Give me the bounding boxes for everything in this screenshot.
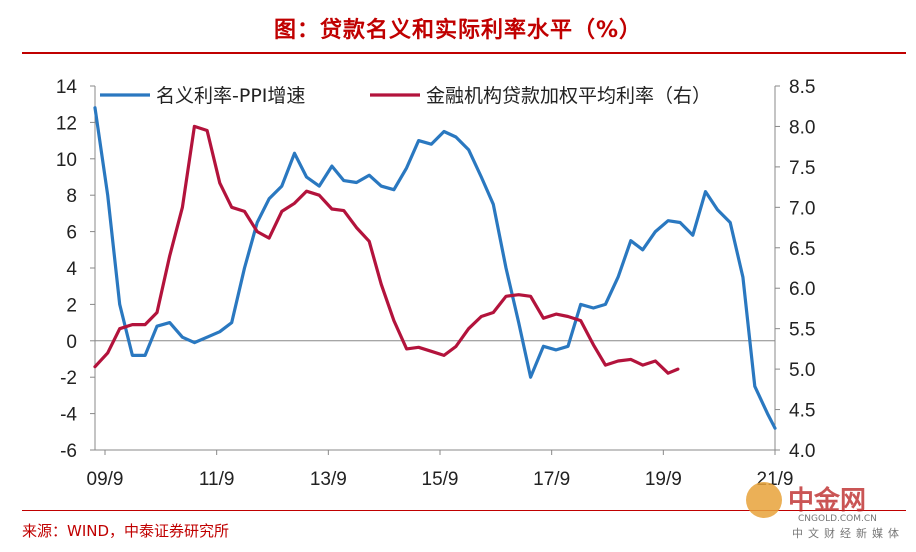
x-tick-label: 09/9 — [87, 469, 124, 490]
source-note: 来源：WIND，中泰证券研究所 — [22, 522, 230, 540]
x-tick-label: 17/9 — [533, 469, 570, 490]
left-tick-label: 14 — [56, 77, 78, 98]
left-tick-label: 12 — [56, 113, 77, 134]
right-tick-label: 4.0 — [789, 441, 815, 462]
x-tick-label: 15/9 — [422, 469, 459, 490]
right-tick-label: 7.0 — [789, 198, 815, 219]
left-tick-label: -4 — [60, 405, 77, 426]
series-layer — [93, 106, 777, 430]
series-nominal-rate-line — [93, 106, 777, 430]
left-tick-label: 0 — [66, 332, 77, 353]
right-tick-label: 6.0 — [789, 279, 815, 300]
x-tick-label: 19/9 — [645, 469, 682, 490]
watermark-brand: 中金网 — [788, 486, 867, 516]
watermark-logo-icon — [746, 482, 782, 518]
legend: 名义利率-PPI增速 金融机构贷款加权平均利率（右） — [100, 85, 711, 107]
title-divider — [22, 52, 906, 54]
footer-divider — [22, 510, 906, 511]
legend-label: 金融机构贷款加权平均利率（右） — [426, 85, 711, 107]
line-chart: -6 -4 -2 0 2 4 6 8 10 12 14 4.0 4.5 5.0 5.5 6.0 6.5 7.0 7… — [56, 77, 816, 490]
chart-title: 图：贷款名义和实际利率水平（%） — [273, 18, 643, 43]
series-lending-rate-line — [93, 124, 680, 375]
right-tick-label: 7.5 — [789, 158, 815, 179]
x-tick-label: 11/9 — [199, 469, 235, 490]
left-tick-label: 6 — [66, 223, 77, 244]
right-tick-label: 4.5 — [789, 401, 815, 422]
x-axis: 09/9 11/9 13/9 15/9 17/9 19/9 21/9 — [87, 449, 793, 490]
right-tick-label: 8.5 — [789, 77, 815, 98]
watermark-subtitle: 中文财经新媒体 — [792, 527, 904, 540]
x-tick-label: 13/9 — [310, 469, 347, 490]
left-tick-label: 4 — [66, 259, 77, 280]
left-tick-label: -2 — [60, 368, 77, 389]
left-tick-label: 8 — [66, 186, 77, 207]
right-tick-label: 6.5 — [789, 239, 815, 260]
left-tick-label: 10 — [56, 150, 77, 171]
left-tick-label: -6 — [60, 441, 77, 462]
watermark-url: CNGOLD.COM.CN — [798, 514, 877, 524]
watermark: 中金网 CNGOLD.COM.CN 中文财经新媒体 — [746, 480, 906, 540]
left-tick-label: 2 — [66, 295, 77, 316]
legend-label: 名义利率-PPI增速 — [156, 85, 305, 107]
right-y-axis: 4.0 4.5 5.0 5.5 6.0 6.5 7.0 7.5 8.0 8.5 — [774, 77, 815, 462]
right-tick-label: 8.0 — [789, 117, 815, 138]
right-tick-label: 5.0 — [789, 360, 815, 381]
left-y-axis: -6 -4 -2 0 2 4 6 8 10 12 14 — [56, 77, 775, 462]
right-tick-label: 5.5 — [789, 320, 815, 341]
